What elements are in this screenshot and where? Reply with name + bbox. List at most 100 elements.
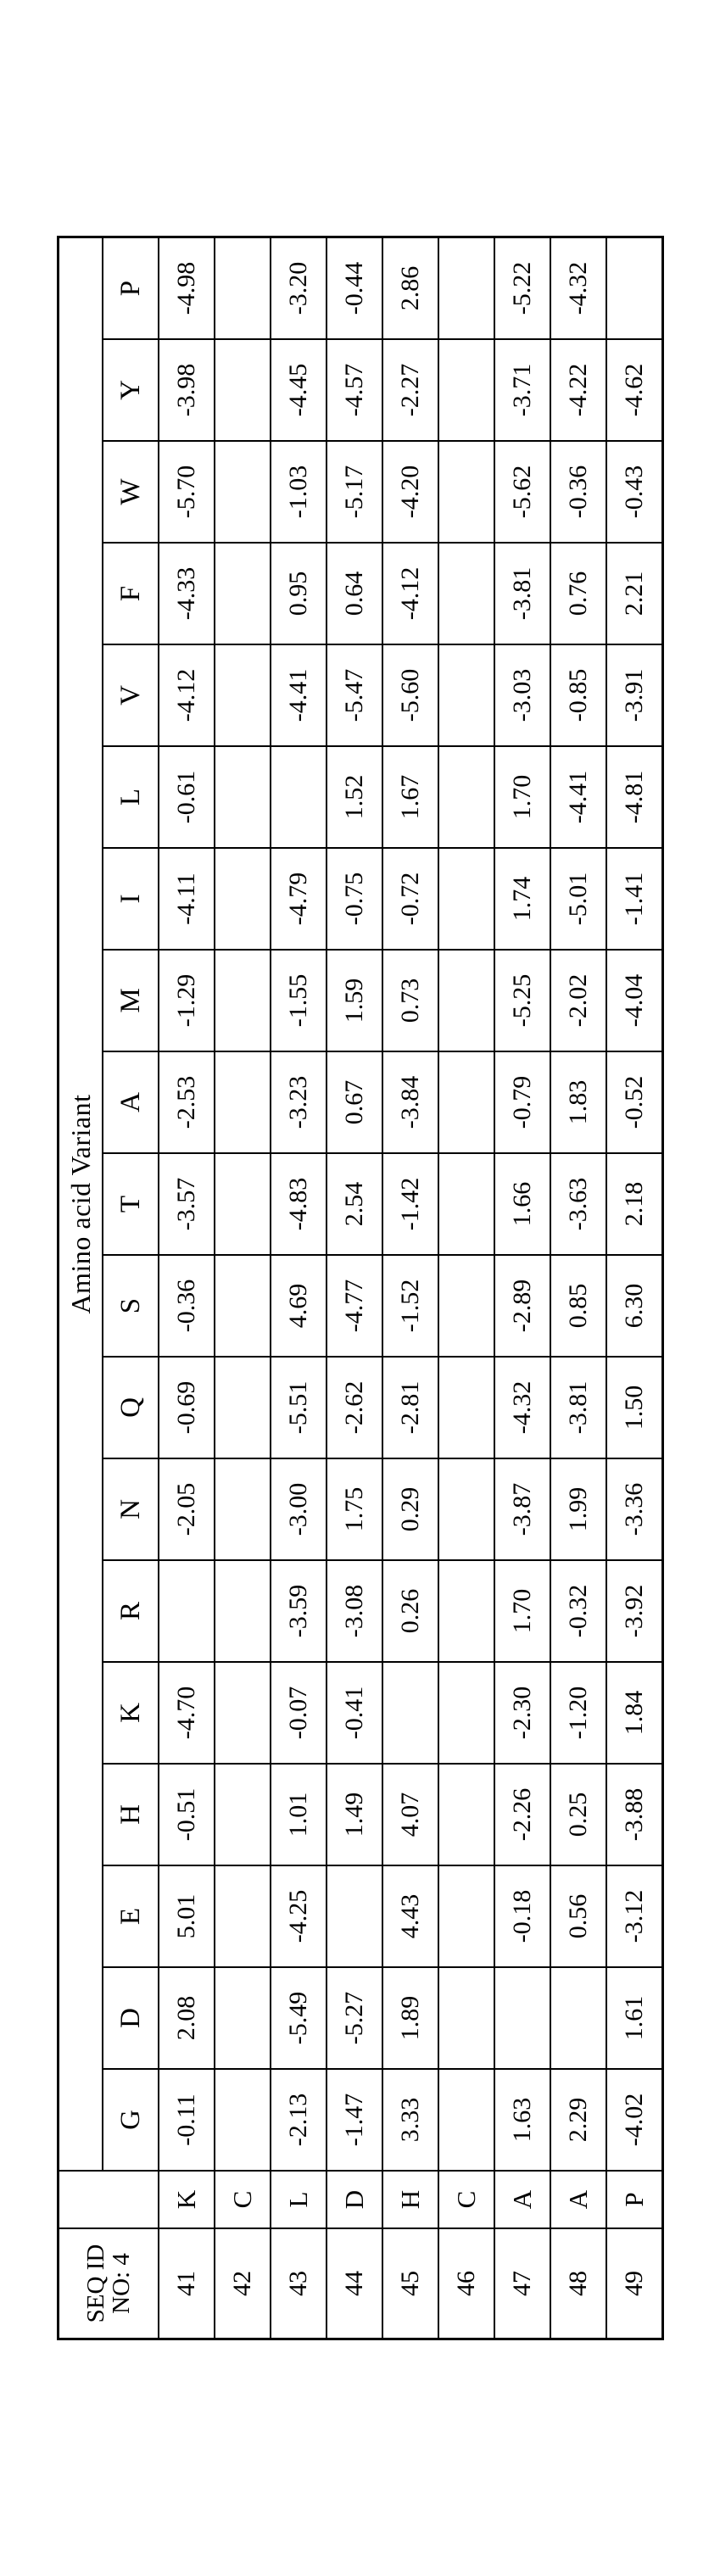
cell-49-V: -3.91 (606, 644, 663, 746)
cell-42-V (215, 644, 271, 746)
row-position-44: 44 (327, 2228, 382, 2339)
cell-47-K: -2.30 (494, 1662, 550, 1764)
cell-43-R: -3.59 (271, 1560, 327, 1662)
table-row: 44D-1.47-5.271.49-0.41-3.081.75-2.62-4.7… (327, 237, 382, 2339)
cell-48-L: -4.41 (550, 746, 606, 848)
row-position-47: 47 (494, 2228, 550, 2339)
cell-46-V (438, 644, 494, 746)
cell-42-H (215, 1764, 271, 1865)
cell-46-Y (438, 339, 494, 441)
table-head: SEQ IDNO: 4 Amino acid Variant GDEHKRNQS… (58, 237, 159, 2339)
cell-44-N: 1.75 (327, 1458, 382, 1560)
cell-47-R: 1.70 (494, 1560, 550, 1662)
cell-42-G (215, 2069, 271, 2171)
cell-42-S (215, 1255, 271, 1357)
table-row: 47A1.63-0.18-2.26-2.301.70-3.87-4.32-2.8… (494, 237, 550, 2339)
cell-49-D: 1.61 (606, 1967, 663, 2069)
cell-44-K: -0.41 (327, 1662, 382, 1764)
cell-46-E (438, 1865, 494, 1967)
cell-42-R (215, 1560, 271, 1662)
cell-42-L (215, 746, 271, 848)
cell-43-K: -0.07 (271, 1662, 327, 1764)
column-header-w: W (103, 441, 159, 543)
cell-44-G: -1.47 (327, 2069, 382, 2171)
cell-42-Y (215, 339, 271, 441)
cell-49-I: -1.41 (606, 848, 663, 950)
cell-43-W: -1.03 (271, 441, 327, 543)
cell-45-Q: -2.81 (382, 1357, 438, 1458)
cell-43-G: -2.13 (271, 2069, 327, 2171)
cell-43-V: -4.41 (271, 644, 327, 746)
cell-45-V: -5.60 (382, 644, 438, 746)
cell-44-D: -5.27 (327, 1967, 382, 2069)
cell-45-T: -1.42 (382, 1153, 438, 1255)
cell-44-W: -5.17 (327, 441, 382, 543)
cell-44-H: 1.49 (327, 1764, 382, 1865)
corner-blank-seq: SEQ IDNO: 4 (58, 2228, 159, 2339)
cell-47-A: -0.79 (494, 1051, 550, 1153)
cell-46-L (438, 746, 494, 848)
cell-47-Q: -4.32 (494, 1357, 550, 1458)
cell-47-M: -5.25 (494, 950, 550, 1051)
table-row: 42C (215, 237, 271, 2339)
cell-43-D: -5.49 (271, 1967, 327, 2069)
cell-45-M: 0.73 (382, 950, 438, 1051)
cell-43-T: -4.83 (271, 1153, 327, 1255)
column-header-l: L (103, 746, 159, 848)
column-header-m: M (103, 950, 159, 1051)
cell-42-A (215, 1051, 271, 1153)
cell-41-S: -0.36 (159, 1255, 215, 1357)
cell-41-R (159, 1560, 215, 1662)
cell-49-E: -3.12 (606, 1865, 663, 1967)
cell-41-V: -4.12 (159, 644, 215, 746)
column-header-i: I (103, 848, 159, 950)
cell-44-P: -0.44 (327, 237, 382, 340)
cell-44-A: 0.67 (327, 1051, 382, 1153)
cell-45-S: -1.52 (382, 1255, 438, 1357)
cell-46-A (438, 1051, 494, 1153)
table-row: 48A2.290.560.25-1.20-0.321.99-3.810.85-3… (550, 237, 606, 2339)
cell-47-D (494, 1967, 550, 2069)
row-residue-42: C (215, 2171, 271, 2228)
cell-44-F: 0.64 (327, 543, 382, 644)
column-header-t: T (103, 1153, 159, 1255)
cell-45-A: -3.84 (382, 1051, 438, 1153)
cell-43-H: 1.01 (271, 1764, 327, 1865)
cell-43-F: 0.95 (271, 543, 327, 644)
cell-47-H: -2.26 (494, 1764, 550, 1865)
table-row: 41K-0.112.085.01-0.51-4.70-2.05-0.69-0.3… (159, 237, 215, 2339)
cell-42-M (215, 950, 271, 1051)
cell-43-N: -3.00 (271, 1458, 327, 1560)
cell-41-E: 5.01 (159, 1865, 215, 1967)
row-residue-41: K (159, 2171, 215, 2228)
cell-49-P (606, 237, 663, 340)
cell-43-S: 4.69 (271, 1255, 327, 1357)
cell-48-H: 0.25 (550, 1764, 606, 1865)
cell-41-Q: -0.69 (159, 1357, 215, 1458)
cell-45-G: 3.33 (382, 2069, 438, 2171)
cell-44-Y: -4.57 (327, 339, 382, 441)
cell-46-N (438, 1458, 494, 1560)
cell-43-M: -1.55 (271, 950, 327, 1051)
cell-41-I: -4.11 (159, 848, 215, 950)
cell-45-L: 1.67 (382, 746, 438, 848)
amino-acid-variant-table: SEQ IDNO: 4 Amino acid Variant GDEHKRNQS… (57, 236, 664, 2340)
cell-46-R (438, 1560, 494, 1662)
row-position-41: 41 (159, 2228, 215, 2339)
cell-41-L: -0.61 (159, 746, 215, 848)
cell-44-E (327, 1865, 382, 1967)
cell-48-E: 0.56 (550, 1865, 606, 1967)
cell-47-S: -2.89 (494, 1255, 550, 1357)
cell-47-Y: -3.71 (494, 339, 550, 441)
corner-blank-residue (58, 2171, 159, 2228)
rotated-page-wrapper: SEQ IDNO: 4 Amino acid Variant GDEHKRNQS… (47, 46, 674, 2530)
row-residue-44: D (327, 2171, 382, 2228)
cell-46-Q (438, 1357, 494, 1458)
cell-49-A: -0.52 (606, 1051, 663, 1153)
cell-44-M: 1.59 (327, 950, 382, 1051)
cell-48-V: -0.85 (550, 644, 606, 746)
cell-48-Y: -4.22 (550, 339, 606, 441)
cell-49-G: -4.02 (606, 2069, 663, 2171)
cell-47-F: -3.81 (494, 543, 550, 644)
cell-48-Q: -3.81 (550, 1357, 606, 1458)
